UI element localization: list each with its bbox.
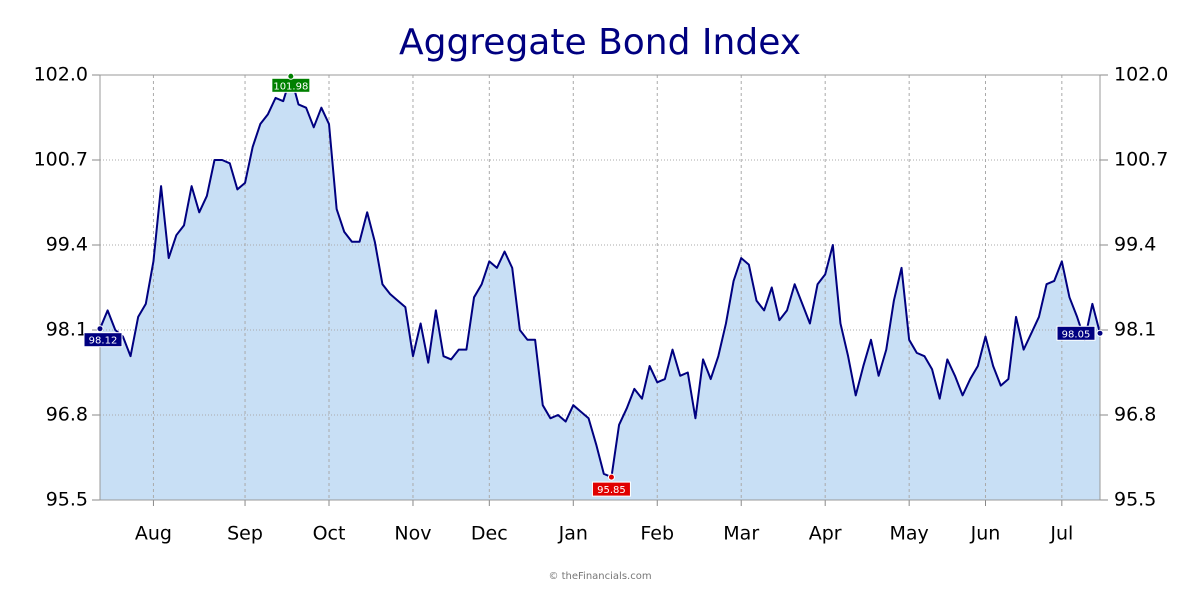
x-tick-label: Jun [970, 523, 1001, 545]
y-tick-label: 95.5 [46, 489, 88, 511]
x-tick-label: Jul [1049, 523, 1073, 545]
highlight-marker [1096, 329, 1104, 337]
x-tick-label: Aug [135, 523, 172, 545]
y-tick-label: 99.4 [46, 234, 88, 256]
y2-tick-label: 102.0 [1114, 64, 1168, 86]
y-tick-label: 100.7 [34, 149, 88, 171]
y2-tick-label: 98.1 [1114, 319, 1156, 341]
value-label: 98.12 [89, 336, 118, 347]
x-tick-label: Dec [471, 523, 508, 545]
value-label: 98.05 [1062, 329, 1091, 340]
y2-tick-label: 96.8 [1114, 404, 1156, 426]
x-tick-label: Sep [227, 523, 263, 545]
chart-title: Aggregate Bond Index [399, 22, 801, 63]
x-tick-label: Jan [558, 523, 588, 545]
y-tick-label: 96.8 [46, 404, 88, 426]
y2-tick-label: 95.5 [1114, 489, 1156, 511]
value-label-box [591, 481, 631, 497]
data-line [99, 75, 1101, 479]
x-tick-label: Apr [809, 523, 842, 545]
value-label: 95.85 [597, 485, 626, 496]
plot-frame [99, 74, 1101, 501]
value-label-box [83, 332, 123, 348]
x-tick-label: Nov [394, 523, 431, 545]
area-fill [100, 76, 1100, 500]
y-tick-label: 98.1 [46, 319, 88, 341]
highlight-marker [607, 473, 615, 481]
x-tick-label: May [890, 523, 929, 545]
y2-tick-label: 99.4 [1114, 234, 1156, 256]
y-tick-label: 102.0 [34, 64, 88, 86]
highlight-marker [287, 72, 295, 80]
x-tick-label: Oct [313, 523, 346, 545]
value-label: 101.98 [273, 81, 308, 92]
x-tick-label: Feb [640, 523, 674, 545]
source-note: © theFinancials.com [548, 571, 651, 582]
highlight-marker [96, 325, 104, 333]
x-tick-label: Mar [723, 523, 759, 545]
y2-tick-label: 100.7 [1114, 149, 1168, 171]
value-label-box [1056, 325, 1096, 341]
